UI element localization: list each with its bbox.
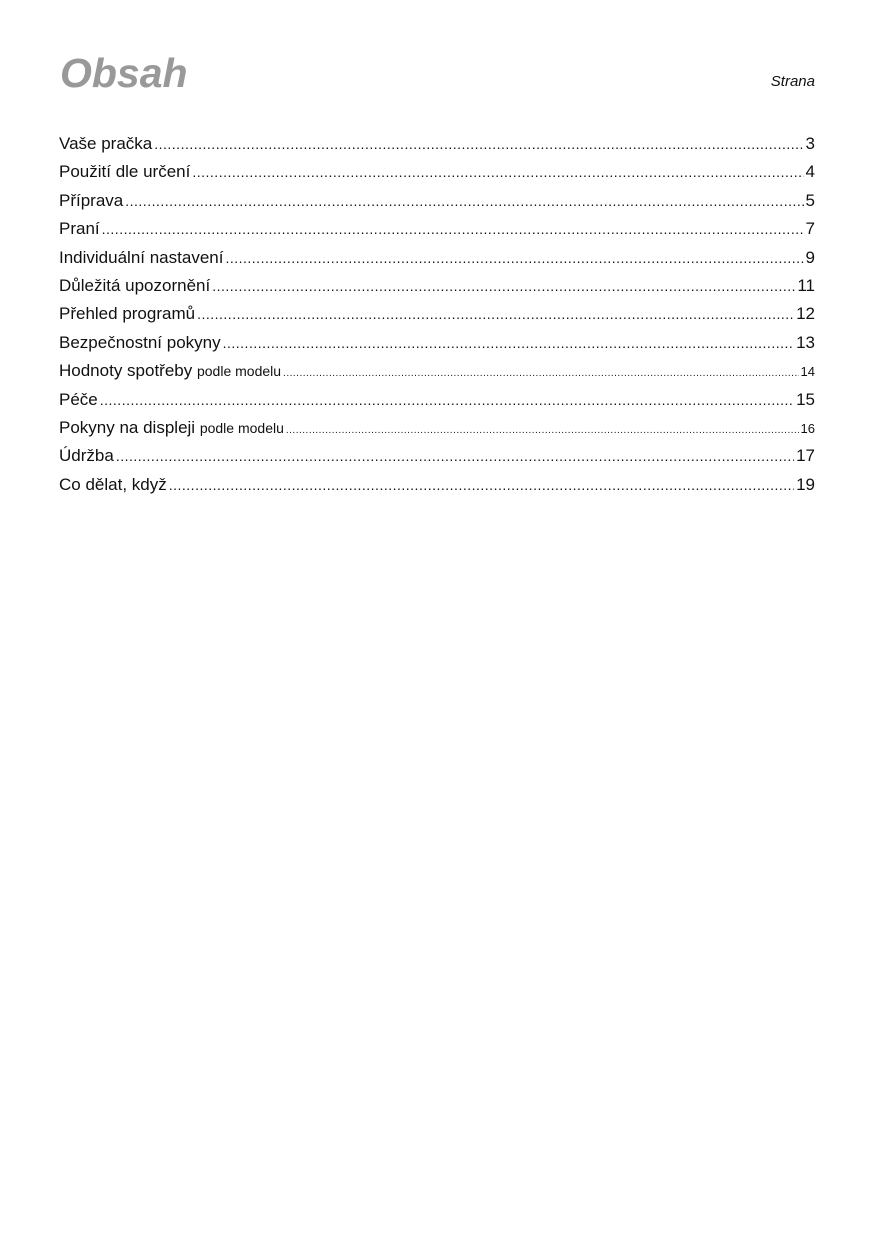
toc-entry-page: 14	[800, 364, 815, 380]
toc-entry-page: 16	[800, 420, 815, 436]
toc-entry-title: Vaše pračka	[59, 134, 153, 153]
toc-entry-title: Příprava	[59, 190, 124, 210]
toc-entry-page: 11	[797, 275, 815, 295]
dot-leader	[223, 335, 794, 351]
dot-leader	[212, 278, 795, 294]
toc-entry-page: 15	[796, 389, 815, 409]
toc-entry-page: 7	[805, 219, 815, 239]
toc-entry-title: Použití dle určení	[59, 162, 191, 182]
toc-entry-page: 3	[805, 134, 815, 153]
toc-entry[interactable]: Co dělat, když 19	[59, 475, 815, 503]
toc-entry[interactable]: Použití dle určení 4	[59, 162, 815, 190]
dot-leader	[154, 136, 803, 152]
toc-entry-title: Co dělat, když	[59, 474, 167, 494]
page-column-label: Strana	[770, 73, 815, 90]
dot-leader	[192, 164, 803, 180]
toc-entry-title: Bezpečnostní pokyny	[59, 332, 221, 352]
toc-entry-title: Péče	[59, 389, 98, 409]
dot-leader	[125, 193, 803, 209]
toc-entry-title: Údržba	[59, 446, 114, 466]
dot-leader	[102, 221, 804, 237]
toc-entry[interactable]: Příprava 5	[59, 191, 815, 219]
toc-entry-note: podle modelu	[196, 363, 282, 380]
toc-entry-page: 17	[796, 446, 815, 466]
toc-entry[interactable]: Důležitá upozornění 11	[59, 276, 815, 304]
toc-entry-title: Pokyny na displeji	[59, 417, 196, 437]
toc-entry[interactable]: Hodnoty spotřeby podle modelu 14	[59, 361, 815, 389]
toc-entry[interactable]: Praní 7	[59, 219, 815, 247]
toc-entry-page: 5	[805, 190, 815, 210]
toc-entry-page: 19	[796, 474, 815, 494]
toc-entry-title: Důležitá upozornění	[59, 275, 211, 295]
toc-entry-title: Přehled programů	[59, 304, 196, 324]
dot-leader	[100, 392, 794, 408]
toc-entry-title: Hodnoty spotřeby	[59, 361, 193, 381]
toc-entry-page: 4	[805, 162, 815, 182]
toc-entry[interactable]: Přehled programů 12	[59, 304, 815, 332]
toc-entry[interactable]: Péče 15	[59, 390, 815, 418]
dot-leader	[286, 425, 799, 436]
toc-entry-title: Individuální nastavení	[59, 247, 224, 267]
toc-entry[interactable]: Údržba 17	[59, 446, 815, 474]
toc-entry-page: 12	[796, 304, 815, 324]
toc-entry-title: Praní	[59, 219, 100, 239]
toc-entry-note: podle modelu	[199, 419, 284, 436]
dot-leader	[169, 477, 794, 493]
dot-leader	[116, 448, 794, 464]
toc-entry-page: 13	[796, 332, 815, 352]
toc-entry-page: 9	[805, 247, 815, 267]
toc-entry[interactable]: Bezpečnostní pokyny 13	[59, 333, 815, 361]
table-of-contents: Vaše pračka 3 Použití dle určení 4 Příprava 5…	[59, 134, 815, 503]
toc-entry[interactable]: Individuální nastavení 9	[59, 248, 815, 276]
dot-leader	[197, 306, 794, 322]
page-title: Obsah	[60, 50, 188, 96]
dot-leader	[283, 368, 798, 379]
toc-entry[interactable]: Pokyny na displeji podle modelu 16	[59, 418, 815, 446]
toc-entry[interactable]: Vaše pračka 3	[59, 134, 815, 162]
dot-leader	[225, 250, 803, 266]
